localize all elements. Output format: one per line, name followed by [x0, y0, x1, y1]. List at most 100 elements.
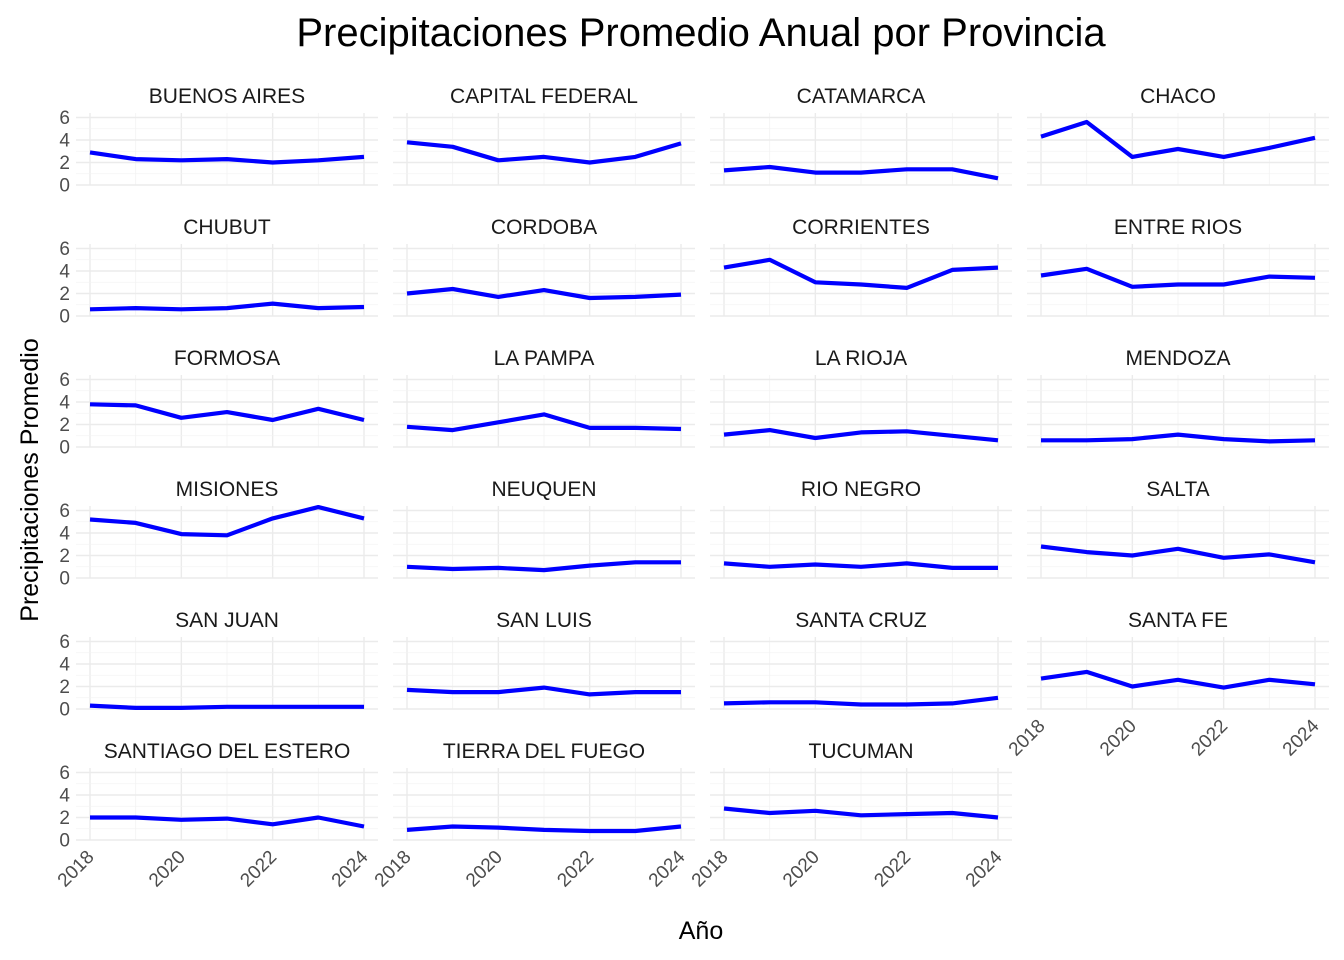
y-tick-label: 2 [59, 415, 70, 436]
x-tick-label: 2022 [1187, 716, 1232, 761]
x-tick-label: 2020 [145, 847, 190, 892]
facet-panel: CHACO [1027, 85, 1329, 186]
series-line [723, 428, 999, 443]
y-tick-label: 4 [59, 524, 70, 545]
facet-strip-label: CATAMARCA [797, 85, 926, 108]
x-tick-label: 2022 [236, 847, 281, 892]
facet-panel: CATAMARCA [710, 85, 1012, 186]
x-tick-label: 2018 [1005, 716, 1050, 761]
y-tick-label: 6 [59, 108, 70, 129]
x-tick-label: 2024 [645, 846, 690, 891]
y-axis-label: Precipitaciones Promedio [16, 338, 44, 621]
x-tick-label: 2022 [870, 847, 915, 892]
facet-strip-label: SAN LUIS [496, 609, 592, 632]
facet-panel: CORRIENTES [710, 216, 1012, 317]
x-tick-label: 2022 [553, 847, 598, 892]
series-line [1041, 432, 1316, 444]
series-line [90, 815, 365, 829]
facet-strip-label: SANTIAGO DEL ESTERO [104, 740, 351, 763]
chart-title: Precipitaciones Promedio Anual por Provi… [296, 11, 1106, 55]
y-tick-label: 2 [59, 677, 70, 698]
y-tick-label: 4 [59, 262, 70, 283]
y-tick-label: 2 [59, 546, 70, 567]
y-tick-label: 4 [59, 131, 70, 152]
facet-strip-label: TIERRA DEL FUEGO [443, 740, 645, 763]
x-axis-label: Año [679, 917, 723, 945]
series-line [406, 560, 681, 573]
x-tick-label: 2018 [371, 847, 416, 892]
series-line [406, 286, 682, 301]
series-line [723, 695, 999, 707]
y-tick-label: 0 [59, 176, 70, 197]
facet-panel: SANTA CRUZ [710, 609, 1012, 710]
facet-strip-label: SAN JUAN [175, 609, 279, 632]
x-tick-label: 2024 [962, 846, 1007, 891]
facet-strip-label: TUCUMAN [809, 740, 914, 763]
y-tick-label: 2 [59, 808, 70, 829]
x-tick-label: 2020 [779, 847, 824, 892]
facet-panel: NEUQUEN [393, 478, 695, 579]
facet-panel: MENDOZA [1027, 347, 1329, 448]
facet-strip-label: CAPITAL FEDERAL [450, 85, 638, 108]
series-line [406, 685, 681, 697]
x-tick-label: 2024 [1279, 715, 1324, 760]
facet-strip-label: ENTRE RIOS [1114, 216, 1242, 239]
y-tick-label: 6 [59, 501, 70, 522]
facet-panel: ENTRE RIOS [1027, 216, 1329, 317]
facet-panel: CAPITAL FEDERAL [393, 85, 695, 186]
y-tick-label: 6 [59, 239, 70, 260]
series-line [89, 301, 365, 312]
series-line [89, 402, 365, 423]
x-tick-label: 2020 [462, 847, 507, 892]
y-tick-label: 2 [59, 284, 70, 305]
facet-strip-label: CHACO [1140, 85, 1216, 108]
series-line [723, 561, 998, 570]
facet-panel: TIERRA DEL FUEGO 2018 2020 2022 2024 [371, 740, 695, 891]
series-line [723, 806, 999, 820]
series-line [723, 257, 999, 290]
y-tick-label: 0 [59, 307, 70, 328]
facet-panel: RIO NEGRO [710, 478, 1012, 579]
facet-panel: SALTA [1027, 478, 1329, 579]
facet-strip-label: SANTA FE [1128, 609, 1228, 632]
x-tick-label: 2020 [1096, 716, 1141, 761]
x-tick-label: 2018 [54, 847, 99, 892]
x-tick-label: 2018 [688, 847, 733, 892]
y-tick-label: 4 [59, 786, 70, 807]
y-tick-label: 0 [59, 831, 70, 852]
x-tick-label: 2024 [328, 846, 373, 891]
facet-strip-label: BUENOS AIRES [149, 85, 305, 108]
facet-strip-label: SALTA [1146, 478, 1209, 501]
facet-strip-label: CHUBUT [183, 216, 271, 239]
facet-panel: LA PAMPA [393, 347, 695, 448]
series-line [1040, 119, 1316, 159]
y-tick-label: 6 [59, 370, 70, 391]
facet-strip-label: LA RIOJA [815, 347, 907, 370]
facet-strip-label: MENDOZA [1126, 347, 1231, 370]
series-line [89, 150, 365, 165]
facet-strip-label: FORMOSA [174, 347, 280, 370]
y-tick-label: 0 [59, 569, 70, 590]
series-line [406, 412, 682, 433]
y-tick-label: 2 [59, 153, 70, 174]
facet-strip-label: RIO NEGRO [801, 478, 921, 501]
series-line [1040, 669, 1316, 690]
facet-strip-label: CORRIENTES [792, 216, 930, 239]
facet-strip-label: SANTA CRUZ [795, 609, 927, 632]
facet-strip-label: NEUQUEN [491, 478, 596, 501]
series-line [406, 140, 682, 165]
y-tick-label: 6 [59, 632, 70, 653]
series-line [406, 824, 682, 834]
facet-panel: SANTA FE 2018 2020 2022 2024 [1005, 609, 1329, 760]
series-line [723, 164, 999, 181]
facet-panel: LA RIOJA [710, 347, 1012, 448]
series-line [1040, 266, 1316, 289]
series-line [89, 505, 365, 538]
